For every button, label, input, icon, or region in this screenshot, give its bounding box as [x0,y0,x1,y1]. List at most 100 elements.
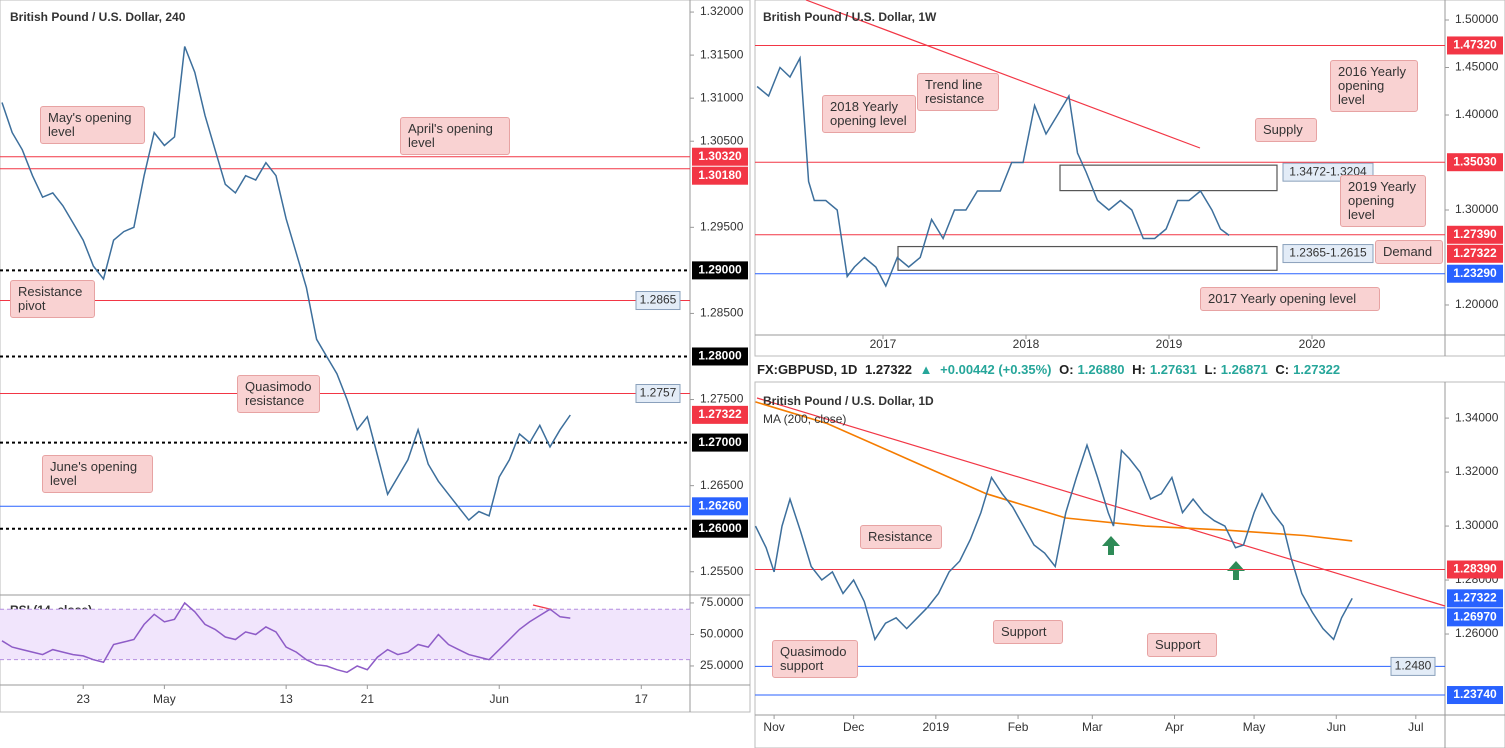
price-badge [1447,686,1503,705]
change: +0.00442 (+0.35%) [940,362,1052,377]
y-tick-label: 1.30500 [700,133,744,147]
price-badge [1447,264,1503,283]
x-tick-label: 2017 [870,337,897,351]
x-tick-label: Jul [1408,720,1423,734]
annotation: May's opening level [40,106,145,144]
symbol: FX:GBPUSD, 1D [757,362,858,377]
zone [1059,164,1278,192]
x-tick-label: Apr [1165,720,1184,734]
y-tick-label: 1.26500 [700,478,744,492]
price-line [756,55,1230,288]
x-tick-label: Feb [1008,720,1029,734]
level-label: 1.2757 [640,386,677,400]
ma-line [755,401,1353,542]
price-badge [692,519,748,538]
chart-title: British Pound / U.S. Dollar, 1W [763,10,937,24]
ohlc-label: H: [1132,362,1146,377]
y-tick-label: 1.26000 [1455,626,1499,640]
annotation: Support [993,620,1063,644]
rsi-band [0,609,690,660]
y-tick-label: 1.30000 [1455,518,1499,532]
x-tick-label: Nov [763,720,784,734]
y-tick-label: 1.50000 [1455,12,1499,26]
last-price: 1.27322 [865,362,913,377]
up-icon: ▲ [919,362,933,377]
annotation: 2019 Yearly opening level [1340,175,1426,227]
price-badge-label: 1.27322 [1453,246,1497,260]
price-badge-label: 1.28000 [698,349,742,363]
ma-label: MA (200, close) [763,412,846,426]
price-badge-label: 1.47320 [1453,38,1497,52]
x-tick-label: Dec [843,720,864,734]
price-badge [1447,589,1503,608]
zone-label: 1.3472-1.3204 [1289,164,1367,178]
annotation: April's opening level [400,117,510,155]
price-badge-label: 1.29000 [698,263,742,277]
x-tick-label: May [1243,720,1266,734]
price-badge-label: 1.30320 [698,149,742,163]
price-badge [692,405,748,424]
y-tick-label: 75.0000 [700,595,744,609]
level-label: 1.2480 [1395,659,1432,673]
y-tick-label: 1.40000 [1455,107,1499,121]
chart-title: British Pound / U.S. Dollar, 240 [10,10,186,24]
trend-line [756,397,1446,607]
annotation: Demand [1375,240,1443,264]
x-tick-label: May [153,692,176,706]
x-tick-label: 2020 [1299,337,1326,351]
price-badge [692,147,748,166]
annotation: Quasimodo support [772,640,858,678]
y-tick-label: 1.27500 [700,392,744,406]
y-tick-label: 1.32000 [700,4,744,18]
zone-label: 1.2365-1.2615 [1289,246,1367,260]
price-line [1,601,571,674]
y-tick-label: 1.31500 [700,47,744,61]
x-tick-label: 2018 [1013,337,1040,351]
price-badge [1447,225,1503,244]
x-tick-label: 2019 [1156,337,1183,351]
y-tick-label: 50.0000 [700,627,744,641]
y-tick-label: 1.32000 [1455,464,1499,478]
y-tick-label: 25.0000 [700,658,744,672]
price-badge [1447,608,1503,627]
annotation: Resistance pivot [10,280,95,318]
chart-title: British Pound / U.S. Dollar, 1D [763,394,934,408]
x-tick-label: Jun [490,692,509,706]
annotation: Supply [1255,118,1317,142]
ohlc-value: 1.26880 [1077,362,1125,377]
price-badge [1447,560,1503,579]
ohlc-label: L: [1204,362,1217,377]
price-badge-label: 1.27322 [698,407,742,421]
zone-badge [1282,244,1374,264]
ohlc-label: O: [1059,362,1074,377]
price-badge [692,497,748,516]
ohlc-label: C: [1275,362,1290,377]
price-badge-label: 1.26260 [698,498,742,512]
x-tick-label: 17 [635,692,649,706]
price-line [754,442,1353,642]
price-badge [692,261,748,280]
x-tick-label: Mar [1082,720,1103,734]
price-badge-label: 1.30180 [698,168,742,182]
price-badge-label: 1.26000 [698,521,742,535]
annotation: 2017 Yearly opening level [1200,287,1380,311]
price-badge [692,347,748,366]
y-tick-label: 1.29500 [700,219,744,233]
y-tick-label: 1.25500 [700,564,744,578]
y-tick-label: 1.20000 [1455,297,1499,311]
x-tick-label: 13 [279,692,293,706]
price-badge-label: 1.27390 [1453,227,1497,241]
x-tick-label: 21 [361,692,375,706]
annotation: June's opening level [42,455,153,493]
y-tick-label: 1.28500 [700,306,744,320]
level-badge [1390,656,1436,676]
y-tick-label: 1.30000 [1455,202,1499,216]
price-badge [1447,244,1503,263]
ohlc-value: 1.26871 [1220,362,1268,377]
price-badge [692,166,748,185]
arrow-icon [1227,561,1245,580]
price-badge [692,433,748,452]
price-badge-label: 1.35030 [1453,154,1497,168]
